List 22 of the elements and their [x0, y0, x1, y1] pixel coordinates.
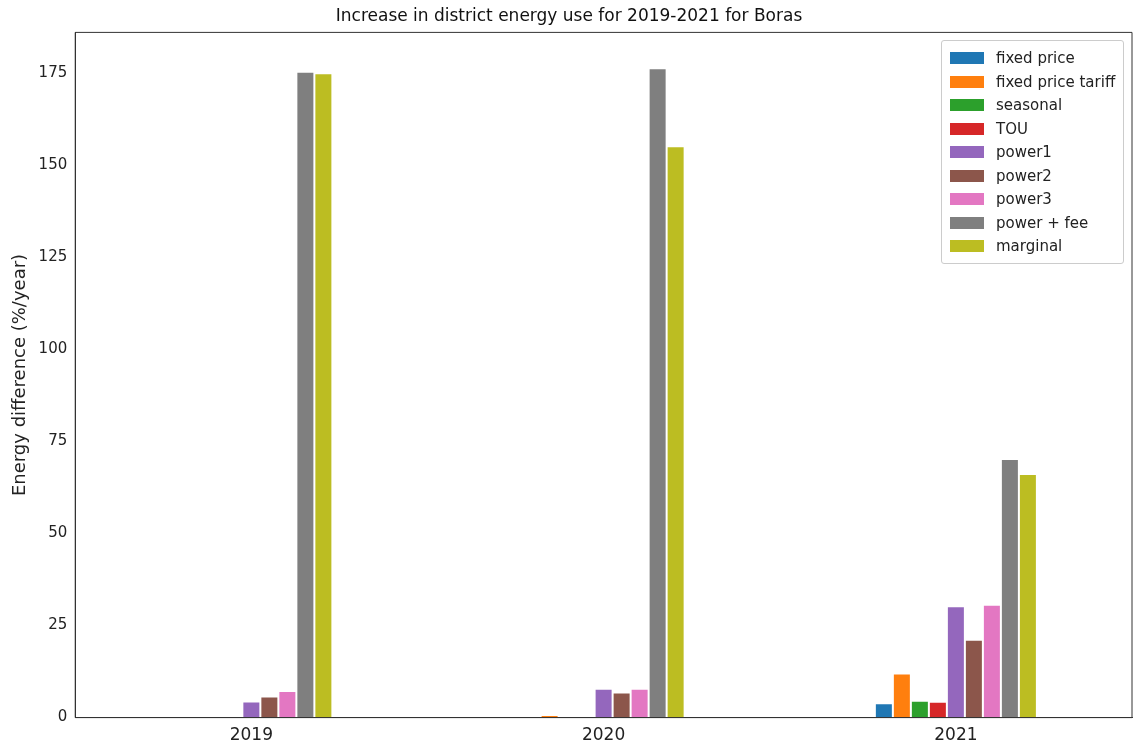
legend-label: fixed price — [996, 49, 1075, 68]
legend-label: power1 — [996, 143, 1052, 162]
y-tick-label: 125 — [38, 247, 68, 266]
x-tick-label: 2021 — [934, 724, 978, 745]
y-axis-title: Energy difference (%/year) — [8, 253, 30, 497]
y-tick-label: 100 — [38, 339, 68, 358]
legend-label: power2 — [996, 166, 1052, 185]
y-tick-label: 175 — [38, 62, 68, 81]
chart-title: Increase in district energy use for 2019-2021 for Boras — [335, 4, 803, 25]
legend-label: marginal — [996, 237, 1063, 256]
y-tick-label: 25 — [48, 615, 68, 634]
x-tick-label: 2020 — [581, 724, 626, 745]
legend-label: seasonal — [996, 96, 1063, 115]
y-tick-label: 50 — [48, 523, 68, 542]
y-tick-label: 75 — [48, 431, 68, 450]
x-tick-label: 2019 — [229, 724, 273, 745]
y-tick-label: 0 — [57, 707, 68, 726]
legend-label: TOU — [996, 119, 1028, 138]
y-tick-label: 150 — [38, 154, 68, 173]
legend-label: power3 — [996, 190, 1052, 209]
legend-label: fixed price tariff — [996, 72, 1116, 91]
legend-label: power + fee — [996, 213, 1089, 232]
